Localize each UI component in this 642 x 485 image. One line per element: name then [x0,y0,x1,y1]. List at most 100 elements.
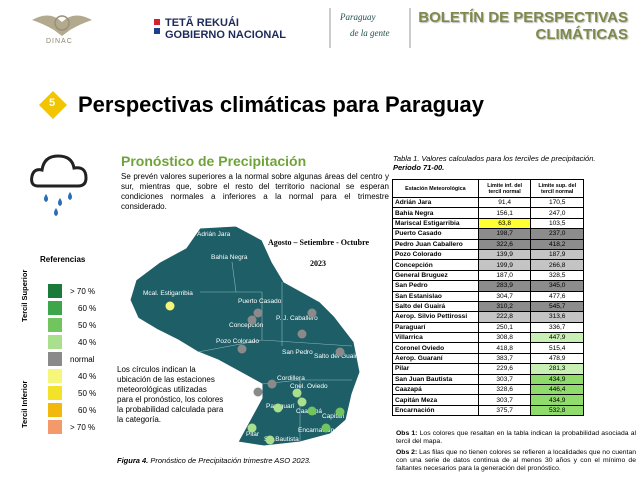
note-label: Obs 1: [396,430,418,437]
notes: Obs 1: Los colores que resaltan en la ta… [396,430,636,475]
table-period: Periodo 71-00. [393,163,445,172]
table-row: Caazapá 328,6 446,4 [392,384,584,396]
lower-limit: 418,8 [477,342,532,354]
table-row: Paraguarí 250,1 336,7 [392,321,584,334]
lower-limit: 139,9 [477,248,532,261]
legend-label: 50 % [78,321,97,330]
forecast-title: Pronóstico de Precipitación [121,153,307,169]
station-marker [273,403,283,413]
station-marker [237,344,247,354]
upper-limit: 477,6 [530,290,584,302]
section-badge [39,91,67,119]
upper-limit: 266,8 [530,259,584,271]
map-label: Puerto Casado [238,298,282,305]
station-marker [165,301,175,311]
section-number: 5 [49,97,56,109]
lower-limit: 375,7 [477,404,532,417]
note: Obs 2: Las filas que no tienen colores s… [396,449,636,474]
station-name: Aerop. Silvio Pettirossi [392,311,479,323]
upper-limit: 328,5 [530,269,584,282]
station-name: Pedro Juan Caballero [392,238,479,250]
legend-title: Referencias [40,255,86,264]
upper-limit: 434,9 [530,394,584,406]
bulletin-title: BOLETÍN DE PERSPECTIVAS CLIMÁTICAS [418,9,628,43]
station-name: Pozo Colorado [392,248,479,261]
table-header: Estación Meteorológica [392,179,479,198]
station-name: Bahía Negra [392,207,479,219]
upper-limit: 532,8 [530,404,584,417]
lower-limit: 328,6 [477,384,532,396]
country-shape [129,225,361,447]
map-label: Pozo Colorado [216,338,259,345]
legend-swatch [48,420,62,434]
table-caption: Tabla 1. Valores calculados para los ter… [393,154,638,172]
table-row: Encarnación 375,7 532,8 [392,404,584,417]
lower-limit: 199,9 [477,259,532,271]
upper-limit: 447,9 [530,332,584,344]
lower-limit: 383,7 [477,352,532,365]
dinac-emblem [32,15,92,37]
gov-emblem [154,19,160,34]
lower-limit: 91,4 [477,196,532,209]
map-label: S.J.Bautista [264,436,299,443]
map-label: P. J. Caballero [276,315,318,322]
upper-limit: 515,4 [530,342,584,354]
station-name: Coronel Oviedo [392,342,479,354]
upper-limit: 170,5 [530,196,584,209]
upper-limit: 434,9 [530,373,584,386]
upper-limit: 545,7 [530,300,584,313]
station-name: Aerop. Guaraní [392,352,479,365]
lower-limit: 322,6 [477,238,532,250]
map-year: 2023 [310,259,326,268]
lower-limit: 156,1 [477,207,532,219]
map-label: Capitán [322,413,345,420]
upper-limit: 187,9 [530,248,584,261]
station-name: Puerto Casado [392,228,479,240]
table-row: Concepción 199,9 266,8 [392,259,584,271]
table-row: Pozo Colorado 139,9 187,9 [392,248,584,261]
lower-limit: 303,7 [477,394,532,406]
station-name: Pilar [392,363,479,375]
legend: > 70 % 60 % 50 % 40 % normal 40 % 50 % 60 % > 70… [30,284,120,444]
upper-limit: 237,0 [530,228,584,240]
note-text: Los colores que resaltan en la tabla ind… [396,430,636,446]
legend-swatch [48,284,62,298]
lower-limit: 304,7 [477,290,532,302]
legend-label: 40 % [78,338,97,347]
caption-label: Figura 4. [117,456,149,465]
table-row: Aerop. Guaraní 383,7 478,9 [392,352,584,365]
station-marker [335,407,345,417]
station-marker [267,379,277,389]
table-row: General Bruguez 187,0 328,5 [392,269,584,282]
upper-limit: 345,0 [530,280,584,292]
station-name: Capitán Meza [392,394,479,406]
note-text: Las filas que no tienen colores se refie… [396,448,637,473]
legend-label: normal [70,355,95,364]
lower-limit: 222,8 [477,311,532,323]
station-marker [253,387,263,397]
station-marker [297,397,307,407]
station-marker [247,315,257,325]
lower-limit: 283,9 [477,280,532,292]
station-name: Salto del Guairá [392,300,479,313]
table-row: Salto del Guairá 310,2 545,7 [392,300,584,313]
station-name: Adrián Jara [392,196,479,209]
lower-limit: 303,7 [477,373,532,386]
note-label: Obs 2: [396,448,418,456]
slogan: de la gente [350,28,390,38]
table: Estación Meteorológica Límite inf. del t… [392,179,584,417]
map-label: Cordillera [277,375,305,382]
station-marker [307,308,317,318]
table-row: Pedro Juan Caballero 322,6 418,2 [392,238,584,250]
map-label: Mcal. Estigarribia [143,290,193,297]
table-row: Villarrica 308,8 447,9 [392,332,584,344]
header-graphics [32,8,411,48]
figure-caption: Figura 4. Pronóstico de Precipitación tr… [117,456,311,465]
table-row: Aerop. Silvio Pettirossi 222,8 313,6 [392,311,584,323]
table-caption-text: Tabla 1. Valores calculados para los ter… [393,154,596,163]
map-label: Salto del Guairá [314,353,361,360]
table-row: San Pedro 283,9 345,0 [392,280,584,292]
table-row: Mariscal Estigarribia 63,8 103,5 [392,217,584,230]
table-row: Coronel Oviedo 418,8 515,4 [392,342,584,354]
upper-limit: 418,2 [530,238,584,250]
